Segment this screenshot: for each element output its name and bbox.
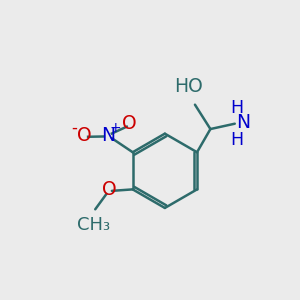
Text: H: H <box>231 99 244 117</box>
Text: H: H <box>231 131 244 149</box>
Text: CH₃: CH₃ <box>77 216 110 234</box>
Text: +: + <box>110 121 122 135</box>
Text: HO: HO <box>174 77 203 96</box>
Text: N: N <box>236 113 250 132</box>
Text: N: N <box>101 126 116 146</box>
Text: O: O <box>102 180 116 199</box>
Text: -: - <box>71 119 77 137</box>
Text: O: O <box>122 114 137 133</box>
Text: O: O <box>77 126 92 146</box>
